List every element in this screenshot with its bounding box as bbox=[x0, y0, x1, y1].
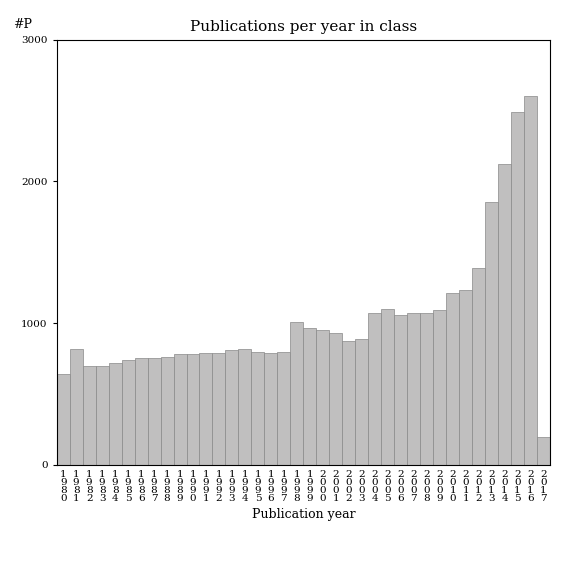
Bar bbox=[96, 366, 109, 465]
Bar bbox=[160, 357, 174, 465]
Bar bbox=[174, 354, 187, 465]
Bar bbox=[342, 341, 356, 465]
Bar bbox=[433, 311, 446, 465]
Bar bbox=[459, 290, 472, 465]
Y-axis label: #P: #P bbox=[12, 18, 32, 31]
X-axis label: Publication year: Publication year bbox=[252, 508, 355, 521]
Bar bbox=[446, 293, 459, 465]
Bar bbox=[303, 328, 316, 465]
Bar bbox=[290, 323, 303, 465]
Bar bbox=[83, 366, 96, 465]
Bar bbox=[264, 353, 277, 465]
Bar bbox=[226, 350, 239, 465]
Bar bbox=[213, 353, 226, 465]
Bar bbox=[524, 96, 537, 465]
Bar bbox=[70, 349, 83, 465]
Bar bbox=[368, 312, 381, 465]
Bar bbox=[277, 352, 290, 465]
Bar bbox=[147, 358, 160, 465]
Bar bbox=[381, 309, 394, 465]
Bar bbox=[251, 352, 264, 465]
Bar bbox=[420, 312, 433, 465]
Bar bbox=[200, 353, 213, 465]
Bar bbox=[407, 312, 420, 465]
Bar bbox=[239, 349, 251, 465]
Bar bbox=[187, 354, 200, 465]
Bar bbox=[57, 374, 70, 465]
Bar bbox=[316, 330, 329, 465]
Bar bbox=[356, 340, 368, 465]
Title: Publications per year in class: Publications per year in class bbox=[190, 20, 417, 35]
Bar bbox=[498, 164, 511, 465]
Bar bbox=[394, 315, 407, 465]
Bar bbox=[121, 360, 134, 465]
Bar bbox=[134, 358, 147, 465]
Bar bbox=[537, 437, 550, 465]
Bar bbox=[329, 333, 342, 465]
Bar bbox=[472, 268, 485, 465]
Bar bbox=[485, 202, 498, 465]
Bar bbox=[511, 112, 524, 465]
Bar bbox=[109, 363, 121, 465]
